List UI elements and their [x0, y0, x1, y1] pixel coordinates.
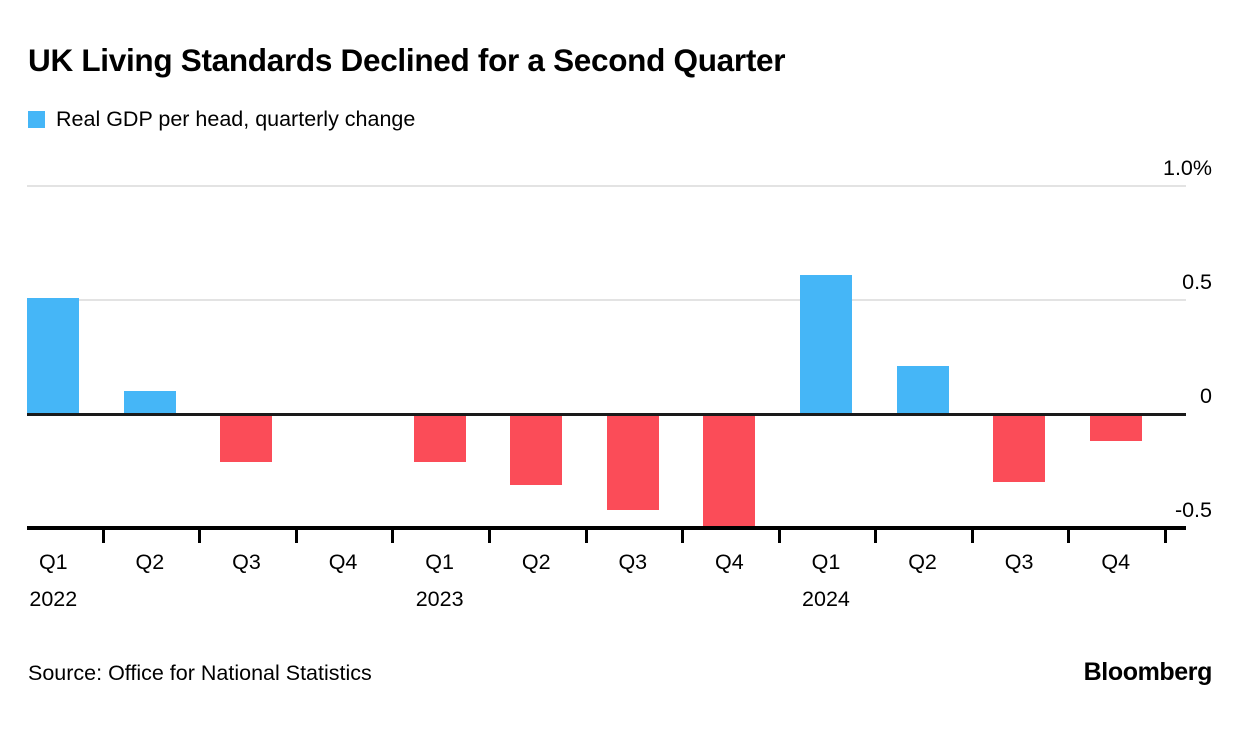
bar[interactable] [123, 391, 176, 414]
x-axis-tick-group: Q2 [878, 549, 968, 612]
zero-line [27, 413, 1186, 416]
x-axis-tick-group: Q1 2024 [781, 549, 871, 612]
axis-tick [198, 530, 202, 543]
source-note: Source: Office for National Statistics [28, 661, 372, 685]
x-axis-quarter-label: Q3 [1004, 550, 1034, 574]
chart-legend: Real GDP per head, quarterly change [28, 106, 415, 132]
legend-item-real-gdp-per-head: Real GDP per head, quarterly change [28, 107, 415, 131]
legend-color-swatch-icon [28, 110, 45, 128]
x-axis-tick-group: Q2 [105, 549, 195, 612]
y-axis-tick-label: 1.0% [1162, 156, 1212, 180]
x-axis-quarter-label: Q2 [135, 550, 165, 574]
axis-tick [101, 530, 105, 543]
x-axis: Q1 2022 Q2 Q3 Q4 Q1 2023 Q2 Q3 Q4 Q1 2024 Q2 Q3 Q4 [27, 549, 1186, 629]
axis-tick [777, 530, 781, 543]
gridline-1 [27, 185, 1186, 187]
bar[interactable] [1089, 414, 1142, 442]
y-axis: 1.0% 0.5 0 -0.5 [1040, 0, 1212, 732]
x-axis-tick-group: Q4 [298, 549, 388, 612]
plot-area [27, 150, 1186, 550]
bar[interactable] [799, 274, 852, 414]
axis-tick [294, 530, 298, 543]
axis-tick [1164, 530, 1167, 543]
x-axis-tick-group: Q2 [491, 549, 581, 612]
x-axis-year-label: 2023 [415, 587, 464, 611]
bloomberg-logo: Bloomberg [1083, 658, 1213, 686]
x-axis-year-label [588, 586, 678, 612]
x-axis-quarter-label: Q1 [38, 550, 68, 574]
bar[interactable] [993, 414, 1046, 483]
x-axis-year-label: 2024 [802, 587, 850, 611]
y-axis-tick-label: 0 [1200, 384, 1212, 408]
bar[interactable] [220, 414, 273, 462]
x-axis-tick-group: Q1 2022 [8, 549, 98, 612]
x-axis-year-label [491, 586, 581, 612]
axis-tick [487, 530, 491, 543]
y-axis-tick-label: -0.5 [1174, 498, 1212, 522]
x-axis-year-label [878, 586, 968, 612]
y-axis-tick-label: 0.5 [1182, 270, 1212, 294]
x-axis-quarter-label: Q1 [425, 550, 454, 574]
x-axis-quarter-label: Q2 [521, 550, 551, 574]
x-axis-tick-group: Q3 [201, 549, 291, 612]
bar[interactable] [27, 297, 80, 414]
x-axis-line [27, 526, 1186, 530]
x-axis-quarter-label: Q1 [811, 550, 841, 574]
x-axis-tick-group: Q4 [1071, 549, 1161, 612]
legend-item-label: Real GDP per head, quarterly change [56, 107, 416, 131]
bar[interactable] [606, 414, 659, 510]
axis-tick [970, 530, 974, 543]
axis-tick [584, 530, 588, 543]
axis-tick [391, 530, 395, 543]
x-axis-quarter-label: Q3 [618, 550, 648, 574]
x-axis-quarter-label: Q3 [232, 550, 261, 574]
x-axis-year-label [974, 586, 1064, 612]
bar[interactable] [413, 414, 466, 462]
gridline-0.5 [27, 299, 1186, 301]
bar[interactable] [896, 366, 949, 414]
x-axis-year-label [298, 586, 388, 612]
x-axis-year-label: 2022 [29, 587, 78, 611]
x-axis-quarter-label: Q4 [715, 550, 744, 574]
x-axis-year-label [105, 586, 195, 612]
axis-tick [681, 530, 685, 543]
x-axis-quarter-label: Q4 [1101, 550, 1131, 574]
axis-tick [1067, 530, 1071, 543]
x-axis-quarter-label: Q4 [328, 550, 358, 574]
bar[interactable] [510, 414, 563, 485]
x-axis-quarter-label: Q2 [908, 550, 937, 574]
x-axis-tick-group: Q1 2023 [395, 549, 485, 612]
x-axis-tick-group: Q3 [588, 549, 678, 612]
x-axis-year-label [201, 586, 291, 612]
x-axis-tick-group: Q4 [684, 549, 774, 612]
x-axis-year-label [684, 586, 774, 612]
x-axis-tick-group: Q3 [974, 549, 1064, 612]
axis-tick [874, 530, 878, 543]
x-axis-year-label [1071, 586, 1161, 612]
bar[interactable] [703, 414, 756, 531]
page-title: UK Living Standards Declined for a Secon… [28, 42, 786, 78]
